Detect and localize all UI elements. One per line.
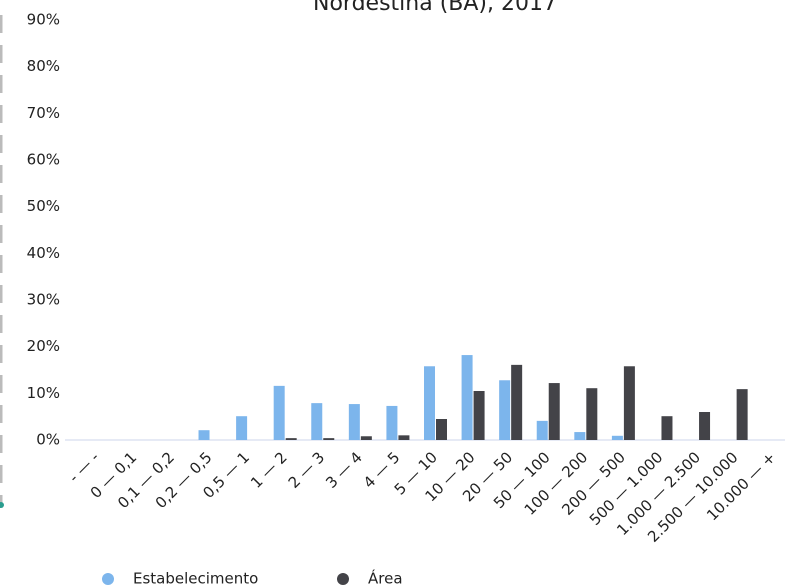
bar	[311, 403, 323, 440]
frame-handle	[0, 502, 4, 508]
bar	[548, 383, 560, 440]
chart-title: Nordestina (BA), 2017	[313, 0, 557, 16]
bar	[236, 416, 248, 440]
bar	[348, 404, 360, 440]
bar	[574, 432, 586, 440]
bar	[436, 419, 447, 440]
bar	[736, 389, 748, 440]
y-tick-label: 30%	[27, 291, 60, 309]
bar	[360, 436, 372, 440]
y-tick-label: 0%	[36, 431, 60, 449]
bar	[273, 385, 285, 440]
x-tick-label: 2 — 3	[285, 448, 329, 492]
legend-marker	[102, 573, 114, 585]
bar	[198, 430, 210, 440]
y-tick-label: 60%	[27, 151, 60, 169]
bar	[699, 412, 711, 440]
bar	[536, 420, 548, 440]
y-tick-label: 10%	[27, 384, 60, 402]
y-tick-label: 50%	[27, 197, 60, 215]
legend-label: Área	[368, 569, 403, 587]
legend-marker	[337, 573, 349, 585]
bar	[386, 405, 398, 440]
bar	[398, 435, 410, 440]
y-tick-label: 20%	[27, 337, 60, 355]
bar	[323, 438, 335, 440]
bar	[424, 366, 435, 440]
bar	[623, 366, 635, 440]
bar	[461, 355, 473, 440]
bar	[499, 380, 511, 440]
x-tick-label: 1 — 2	[247, 448, 291, 492]
y-tick-label: 40%	[27, 244, 60, 262]
bar	[661, 416, 673, 440]
bar	[611, 435, 623, 440]
bar	[473, 391, 485, 440]
bar	[511, 364, 523, 440]
y-tick-label: 70%	[27, 104, 60, 122]
bar	[586, 388, 598, 440]
legend-label: Estabelecimento	[133, 570, 258, 587]
y-tick-label: 90%	[27, 11, 60, 29]
y-tick-label: 80%	[27, 57, 60, 75]
bar	[285, 438, 297, 440]
x-tick-label: 3 — 4	[322, 448, 366, 492]
